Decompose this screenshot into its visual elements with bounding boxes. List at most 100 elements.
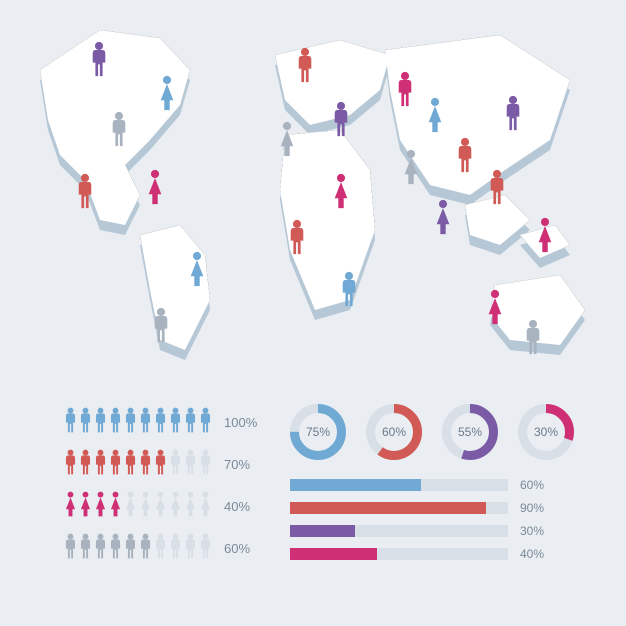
- person-icon: [124, 490, 137, 523]
- person-icon: [94, 448, 107, 481]
- world-map-region: [0, 0, 626, 380]
- map-person-icon: [434, 198, 452, 236]
- person-icon: [139, 490, 152, 523]
- pictograph-label: 70%: [224, 457, 262, 472]
- person-icon: [64, 532, 77, 565]
- person-icon: [124, 448, 137, 481]
- bar-label: 90%: [520, 501, 544, 515]
- bar-row: 90%: [290, 501, 580, 515]
- bar-row: 40%: [290, 547, 580, 561]
- stats-region: 100% 70%: [0, 400, 626, 610]
- map-person-icon: [278, 120, 296, 158]
- person-icon: [139, 448, 152, 481]
- person-icon: [94, 406, 107, 439]
- map-person-icon: [332, 100, 350, 138]
- map-person-icon: [402, 148, 420, 186]
- map-person-icon: [488, 168, 506, 206]
- pictograph-chart: 100% 70%: [0, 400, 290, 610]
- pictograph-icons: [64, 532, 212, 565]
- map-person-icon: [146, 168, 164, 206]
- map-person-icon: [340, 270, 358, 308]
- bar-fill: [290, 525, 355, 537]
- person-icon: [199, 448, 212, 481]
- person-icon: [199, 532, 212, 565]
- person-icon: [64, 490, 77, 523]
- donut-chart: 55%: [442, 404, 498, 460]
- person-icon: [79, 448, 92, 481]
- bar-track: [290, 525, 508, 537]
- map-person-icon: [486, 288, 504, 326]
- person-icon: [94, 490, 107, 523]
- pictograph-label: 100%: [224, 415, 262, 430]
- bar-fill: [290, 502, 486, 514]
- person-icon: [154, 490, 167, 523]
- bar-track: [290, 548, 508, 560]
- person-icon: [199, 406, 212, 439]
- donut-label: 55%: [442, 404, 498, 460]
- donut-label: 30%: [518, 404, 574, 460]
- donut-chart-row: 75% 60% 55% 30%: [290, 404, 626, 460]
- bar-track: [290, 479, 508, 491]
- bar-track: [290, 502, 508, 514]
- person-icon: [169, 532, 182, 565]
- pictograph-label: 40%: [224, 499, 262, 514]
- donut-label: 60%: [366, 404, 422, 460]
- map-person-icon: [332, 172, 350, 210]
- person-icon: [169, 490, 182, 523]
- person-icon: [154, 448, 167, 481]
- map-person-icon: [288, 218, 306, 256]
- pictograph-row: 40%: [64, 490, 290, 522]
- person-icon: [64, 406, 77, 439]
- person-icon: [169, 406, 182, 439]
- person-icon: [184, 406, 197, 439]
- donut-label: 75%: [290, 404, 346, 460]
- map-person-icon: [426, 96, 444, 134]
- person-icon: [199, 490, 212, 523]
- map-person-icon: [296, 46, 314, 84]
- map-person-icon: [456, 136, 474, 174]
- map-person-icon: [158, 74, 176, 112]
- pictograph-icons: [64, 490, 212, 523]
- pictograph-row: 70%: [64, 448, 290, 480]
- person-icon: [184, 448, 197, 481]
- bar-chart: 60% 90% 30% 40%: [290, 478, 580, 561]
- bar-fill: [290, 548, 377, 560]
- donut-chart: 75%: [290, 404, 346, 460]
- bar-label: 60%: [520, 478, 544, 492]
- donut-chart: 60%: [366, 404, 422, 460]
- person-icon: [79, 490, 92, 523]
- pictograph-icons: [64, 448, 212, 481]
- bar-fill: [290, 479, 421, 491]
- person-icon: [139, 406, 152, 439]
- person-icon: [154, 532, 167, 565]
- map-person-icon: [110, 110, 128, 148]
- person-icon: [184, 532, 197, 565]
- bar-label: 30%: [520, 524, 544, 538]
- bar-row: 30%: [290, 524, 580, 538]
- map-person-icon: [188, 250, 206, 288]
- person-icon: [154, 406, 167, 439]
- bar-label: 40%: [520, 547, 544, 561]
- map-person-icon: [76, 172, 94, 210]
- person-icon: [94, 532, 107, 565]
- person-icon: [109, 490, 122, 523]
- bar-row: 60%: [290, 478, 580, 492]
- pictograph-row: 100%: [64, 406, 290, 438]
- person-icon: [109, 532, 122, 565]
- person-icon: [184, 490, 197, 523]
- map-person-icon: [536, 216, 554, 254]
- pictograph-label: 60%: [224, 541, 262, 556]
- donut-chart: 30%: [518, 404, 574, 460]
- person-icon: [109, 448, 122, 481]
- person-icon: [139, 532, 152, 565]
- person-icon: [124, 532, 137, 565]
- person-icon: [64, 448, 77, 481]
- person-icon: [169, 448, 182, 481]
- map-person-icon: [504, 94, 522, 132]
- person-icon: [109, 406, 122, 439]
- map-person-icon: [90, 40, 108, 78]
- map-person-icon: [524, 318, 542, 356]
- person-icon: [79, 532, 92, 565]
- person-icon: [79, 406, 92, 439]
- pictograph-row: 60%: [64, 532, 290, 564]
